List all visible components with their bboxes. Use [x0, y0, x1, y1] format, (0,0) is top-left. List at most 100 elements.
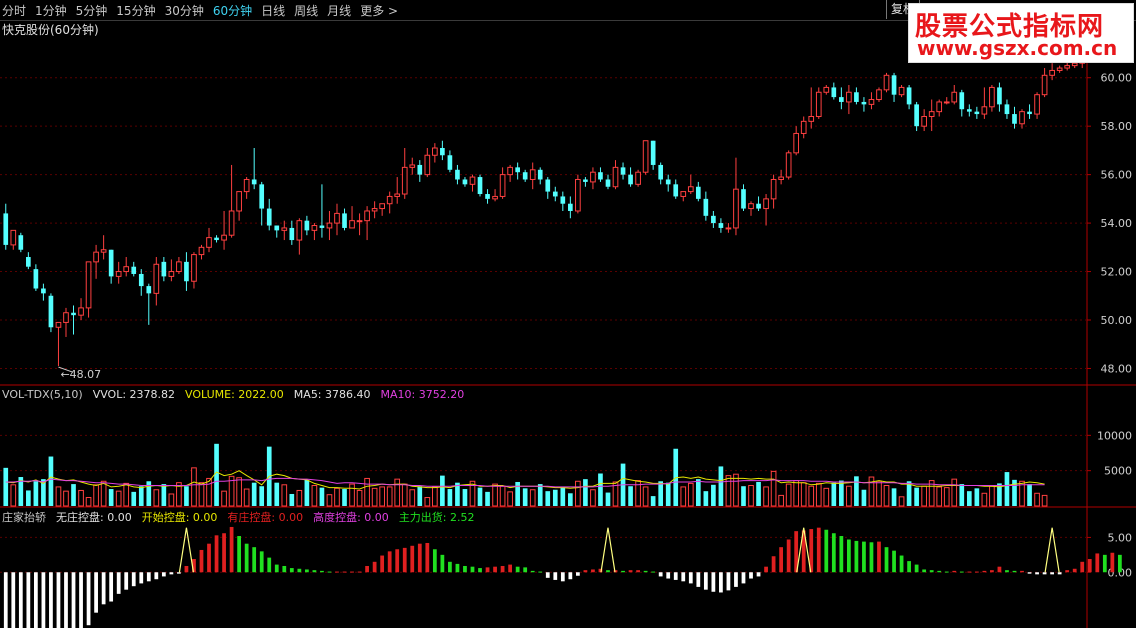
candle [394, 193, 401, 197]
candle [26, 257, 31, 267]
vol-header-item: MA10: 3752.20 [381, 388, 465, 401]
indicator-bar [41, 572, 46, 628]
indicator-bar [18, 572, 23, 628]
candle [296, 220, 303, 241]
indicator-bar [229, 526, 234, 573]
indicator-bar [320, 570, 324, 573]
volume-bar [770, 470, 777, 507]
indicator-bar [952, 570, 957, 573]
volume-bar [176, 482, 182, 507]
indicator-bar [929, 570, 934, 573]
indicator-bar [282, 565, 287, 573]
volume-bar [650, 496, 656, 506]
volume-bar [1012, 479, 1017, 506]
candle [462, 179, 468, 185]
price-tick-label: 52.00 [1101, 266, 1133, 279]
period-tab-2[interactable]: 5分钟 [75, 4, 108, 18]
volume-bar [379, 486, 385, 507]
volume-bar [568, 493, 573, 506]
volume-bar [725, 475, 732, 507]
candle [808, 115, 815, 122]
price-tick-label: 48.00 [1101, 362, 1133, 375]
vol-tick-label: 10000 [1097, 429, 1132, 442]
indicator-bar [575, 572, 580, 576]
indicator-bar [809, 529, 814, 573]
candle [176, 261, 182, 273]
indicator-bar [719, 572, 723, 593]
indicator-bar [297, 568, 302, 573]
indicator-bar [244, 543, 249, 573]
candle [108, 249, 114, 277]
indicator-bar [741, 572, 746, 584]
indicator-bar [899, 555, 904, 573]
indicator-bar [1072, 568, 1077, 573]
indicator-bar [711, 572, 716, 592]
volume-bar [515, 481, 520, 506]
candle [575, 178, 581, 212]
volume-bar [966, 491, 972, 506]
price-tick-label: 56.00 [1101, 169, 1133, 182]
volume-bar [289, 493, 295, 506]
indicator-bar [357, 571, 362, 573]
price-panel-title: 快克股份(60分钟) [2, 22, 99, 37]
volume-bar [951, 478, 958, 507]
period-tab-3[interactable]: 15分钟 [116, 4, 156, 18]
period-tab-5[interactable]: 60分钟 [212, 4, 253, 18]
candle [485, 194, 490, 199]
indicator-bar [387, 551, 392, 573]
indicator-bar [839, 536, 844, 573]
toolbar: 分时 1分钟 5分钟 15分钟 30分钟 60分钟 日线 周线 月线 更多 > 复权 [0, 0, 1136, 21]
indicator-bar [199, 549, 204, 573]
candle [966, 109, 972, 112]
volume-bar [658, 481, 664, 506]
period-tab-0[interactable]: 分时 [2, 4, 27, 18]
ind-header-item: 高度控盘: 0.00 [313, 510, 389, 524]
vol-header-item: MA5: 3786.40 [294, 388, 371, 401]
candle [989, 86, 995, 108]
volume-bar [146, 481, 152, 506]
volume-bar [552, 489, 558, 506]
indicator-bar [1012, 570, 1017, 573]
candle [146, 286, 152, 294]
volume-bar [612, 481, 619, 507]
period-tab-9[interactable]: 更多 > [360, 4, 399, 18]
volume-bar [981, 492, 988, 507]
indicator-bar [990, 570, 994, 573]
indicator-bar [146, 572, 151, 582]
indicator-bar [681, 572, 686, 582]
candle [695, 186, 701, 199]
candle [756, 203, 761, 209]
period-tab-4[interactable]: 30分钟 [164, 4, 204, 18]
candle [711, 215, 716, 224]
candle [529, 169, 536, 180]
indicator-bar [169, 572, 174, 575]
indicator-bar [824, 529, 829, 573]
period-tab-1[interactable]: 1分钟 [35, 4, 67, 18]
period-tab-7[interactable]: 周线 [294, 4, 319, 18]
signal-spike [1044, 527, 1060, 573]
candle [906, 87, 912, 105]
candle [921, 115, 927, 127]
volume-bar [1034, 492, 1040, 507]
volume-bar [71, 484, 76, 506]
candle [184, 261, 189, 282]
period-tab-8[interactable]: 月线 [327, 4, 352, 18]
candle [507, 166, 513, 176]
indicator-bar [756, 572, 761, 577]
period-tab-6[interactable]: 日线 [261, 4, 286, 18]
indicator-bar [651, 571, 656, 573]
indicator-bar [177, 572, 181, 574]
volume-bar [748, 485, 754, 507]
indicator-bar [448, 561, 452, 573]
indicator-bar [869, 542, 874, 573]
indicator-bar [1095, 553, 1100, 573]
volume-bar [997, 483, 1002, 506]
indicator-bar [786, 539, 791, 573]
indicator-bar [568, 572, 573, 580]
volume-bar [492, 483, 498, 507]
indicator-bar [365, 565, 369, 573]
candle [1027, 111, 1032, 115]
indicator-bar [937, 570, 942, 573]
indicator-bar [696, 572, 701, 587]
indicator-bar [658, 572, 663, 577]
